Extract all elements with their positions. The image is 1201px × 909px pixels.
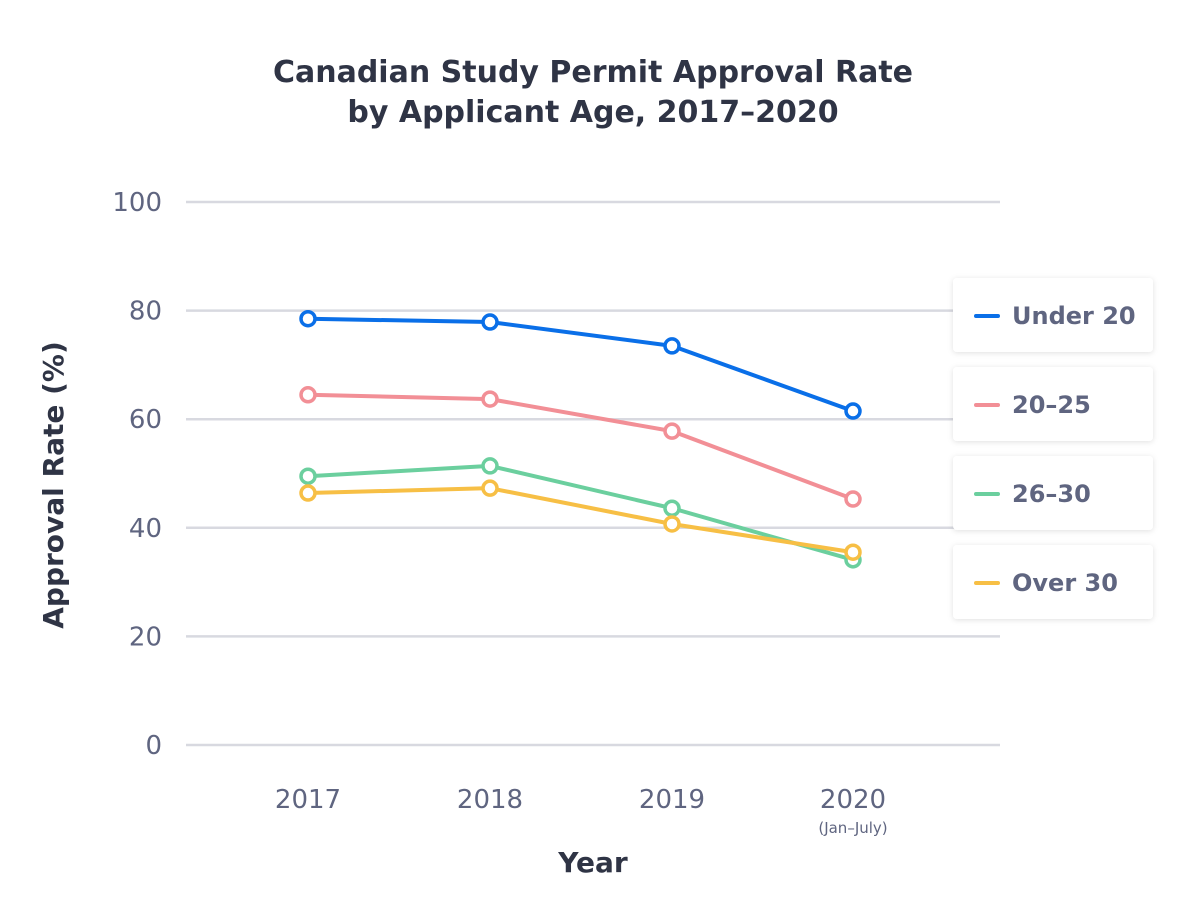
data-point [663, 422, 681, 440]
data-point [299, 309, 317, 328]
series-line [307, 316, 854, 413]
y-tick-label: 80 [129, 297, 162, 327]
y-axis-label: Approval Rate (%) [37, 341, 70, 629]
legend-box [953, 456, 1153, 530]
data-point [481, 457, 499, 475]
data-point [663, 515, 681, 533]
legend-label: Over 30 [1012, 569, 1118, 597]
x-tick-sublabel: (Jan–July) [818, 819, 887, 837]
y-tick-label: 40 [129, 514, 162, 544]
chart-title-line-2: by Applicant Age, 2017–2020 [347, 95, 838, 130]
legend-label: 20–25 [1012, 391, 1091, 419]
y-tick-label: 100 [112, 188, 162, 218]
legend-box [953, 278, 1153, 352]
legend-label: Under 20 [1012, 302, 1136, 330]
legend-item: Over 30 [953, 545, 1153, 619]
legend-box [953, 367, 1153, 441]
data-point [299, 467, 317, 485]
legend-box [953, 545, 1153, 619]
x-tick-label: 2018 [457, 785, 523, 815]
data-point [481, 479, 499, 497]
data-point [299, 386, 317, 404]
series-line [307, 486, 854, 555]
data-point [299, 484, 317, 502]
legend-item: 26–30 [953, 456, 1153, 530]
data-point [844, 543, 862, 561]
data-point [844, 402, 862, 420]
legend-item: Under 20 [953, 278, 1153, 352]
x-tick-label: 2017 [275, 785, 341, 815]
data-point [663, 499, 681, 518]
y-tick-label: 0 [145, 731, 162, 761]
data-point [481, 313, 499, 331]
x-axis-label: Year [557, 846, 628, 879]
chart-title-line-1: Canadian Study Permit Approval Rate [273, 55, 913, 90]
series-line [307, 463, 854, 562]
y-tick-label: 60 [129, 405, 162, 435]
series-line [307, 392, 854, 501]
data-point [844, 490, 862, 508]
legend-label: 26–30 [1012, 480, 1091, 508]
x-tick-label: 2020 [820, 785, 886, 815]
data-point [481, 390, 499, 408]
data-point [663, 337, 681, 355]
x-tick-label: 2019 [639, 785, 705, 815]
legend-item: 20–25 [953, 367, 1153, 441]
y-tick-label: 20 [129, 622, 162, 652]
